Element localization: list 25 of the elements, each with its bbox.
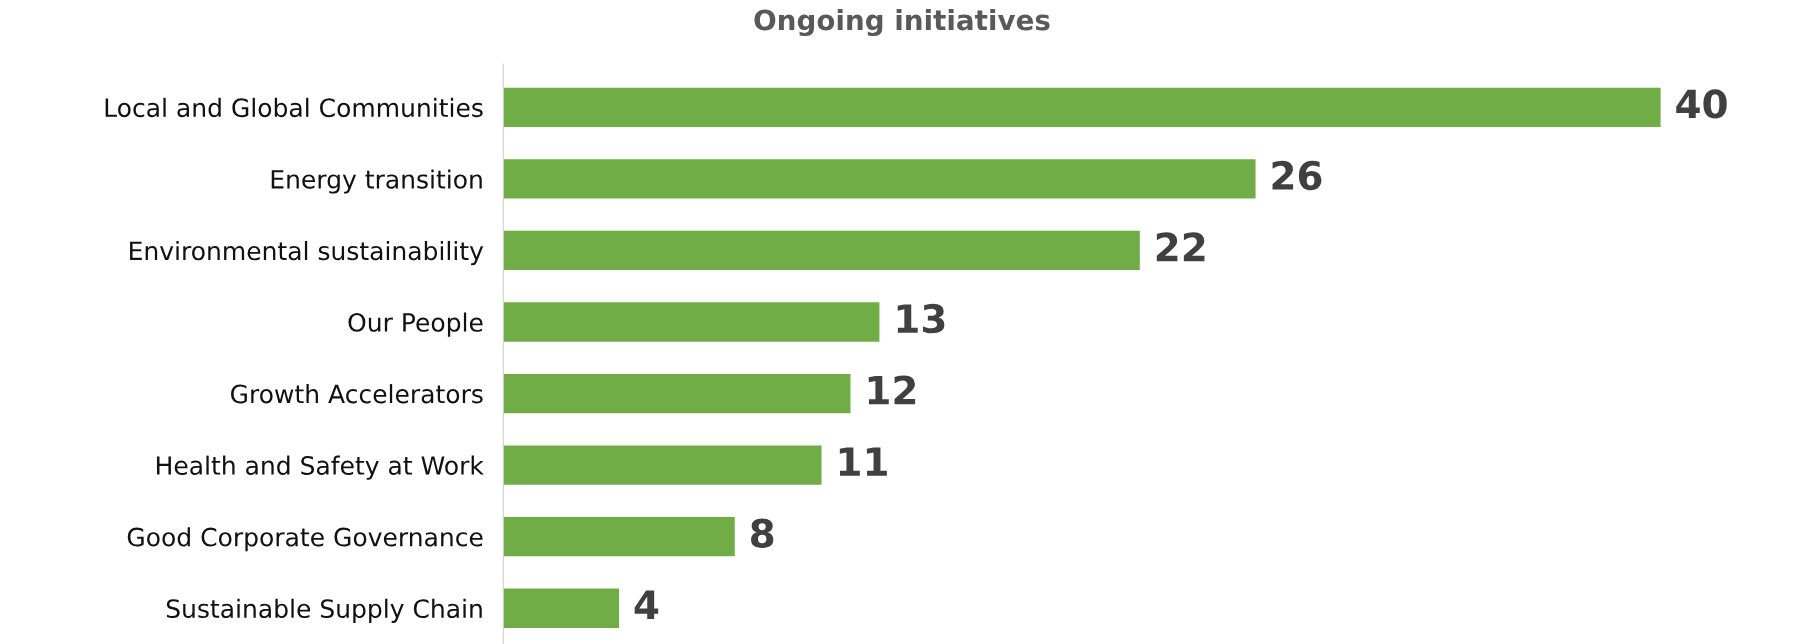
- bar: [503, 516, 735, 557]
- y-tick-label: Growth Accelerators: [230, 384, 483, 404]
- chart-title: Ongoing initiatives: [754, 8, 1050, 37]
- y-tick-label: Health and Safety at Work: [157, 455, 484, 480]
- data-label: 26: [1272, 160, 1322, 191]
- data-label: 4: [634, 590, 659, 619]
- data-label: 40: [1676, 89, 1727, 119]
- data-label: 11: [839, 447, 887, 476]
- y-tick-label: Environmental sustainability: [130, 240, 484, 266]
- y-tick-label: Energy transition: [271, 169, 482, 194]
- bar: [503, 588, 620, 628]
- data-label: 13: [897, 303, 945, 334]
- bar: [503, 159, 1256, 199]
- y-tick-label: Local and Global Communities: [105, 97, 483, 118]
- bar: [503, 445, 822, 485]
- bar: [503, 230, 1140, 271]
- data-label: 8: [751, 518, 774, 548]
- bar: [503, 87, 1661, 128]
- data-label: 12: [868, 375, 916, 405]
- data-label: 22: [1156, 232, 1205, 262]
- bar: [503, 302, 880, 342]
- y-tick-label: Good Corporate Governance: [127, 527, 483, 552]
- bar: [503, 373, 851, 414]
- y-tick-label: Sustainable Supply Chain: [166, 598, 482, 623]
- y-tick-label: Our People: [348, 312, 483, 337]
